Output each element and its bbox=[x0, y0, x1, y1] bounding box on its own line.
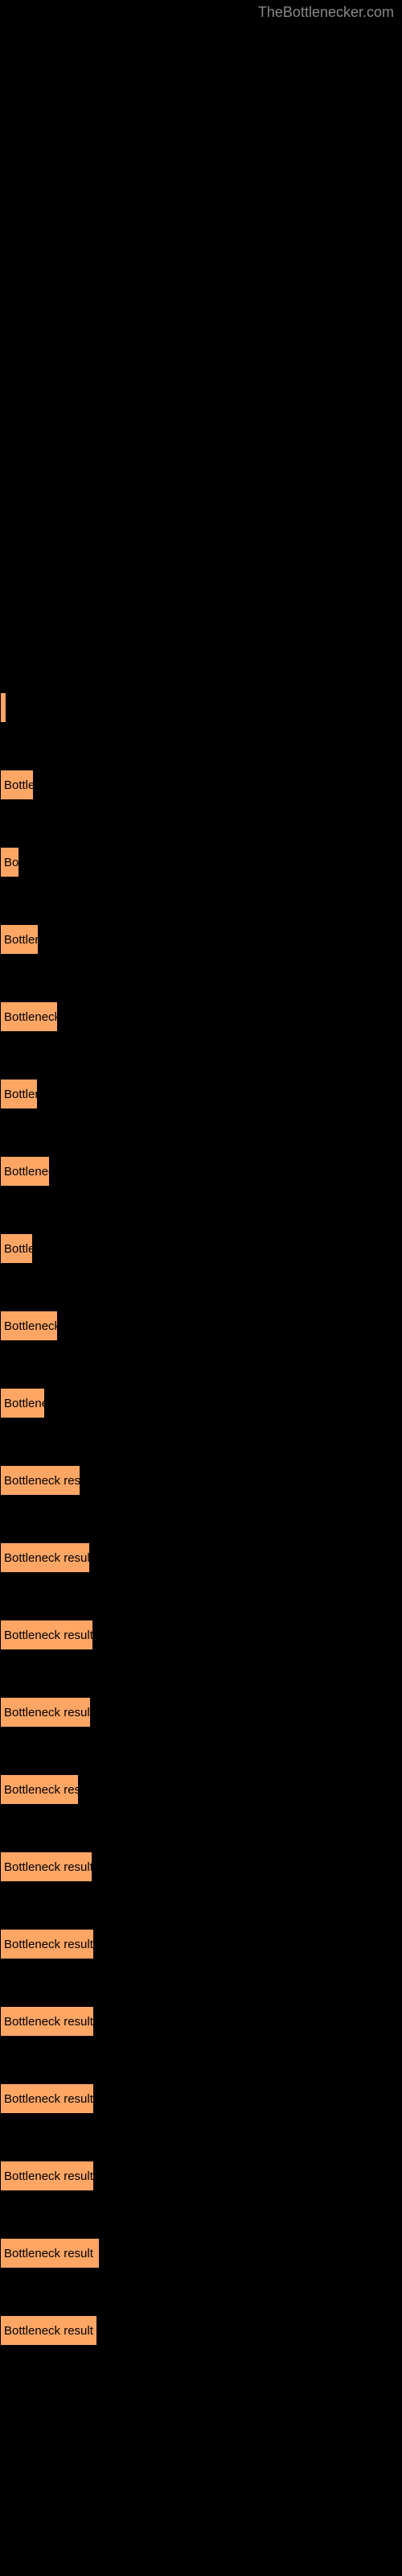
bar-row: Bottleneck result bbox=[0, 1929, 402, 1959]
bar-row: Bottle bbox=[0, 1233, 402, 1264]
bar: Bottleneck result bbox=[0, 2006, 94, 2037]
bar bbox=[0, 692, 6, 723]
bar-label: Bottleneck resu bbox=[4, 1474, 87, 1488]
bar-label: Bottleneck result bbox=[4, 2324, 93, 2338]
bar-row: Bottleneck bbox=[0, 1311, 402, 1341]
bar: Bottleneck resu bbox=[0, 1465, 80, 1496]
bar-row: Bottlene bbox=[0, 1388, 402, 1418]
bar-row: Bottleneck result bbox=[0, 2238, 402, 2268]
bar-row: Bottlen bbox=[0, 924, 402, 955]
bar-row: Bottleneck result bbox=[0, 1620, 402, 1650]
bar-label: Bottle bbox=[4, 1242, 35, 1256]
bar: Bottleneck result bbox=[0, 1542, 90, 1573]
bar-row: Bottleneck result bbox=[0, 1542, 402, 1573]
bar: Bottleneck result bbox=[0, 1620, 93, 1650]
bar-chart: Bottle Bo Bottlen Bottleneck Bottlen Bottlene… bbox=[0, 0, 402, 2346]
bar: Bottlen bbox=[0, 924, 39, 955]
bar: Bottleneck res bbox=[0, 1774, 79, 1805]
bar: Bottleneck result bbox=[0, 2083, 94, 2114]
bar-label: Bottleneck bbox=[4, 1319, 60, 1333]
bar: Bottlen bbox=[0, 1079, 38, 1109]
bar-row: Bottleneck result bbox=[0, 2083, 402, 2114]
bar-row: Bottleneck result bbox=[0, 1697, 402, 1728]
bar-row: Bo bbox=[0, 847, 402, 877]
bar-label: Bottleneck result bbox=[4, 2169, 93, 2183]
bar-label: Bottleneck result bbox=[4, 1706, 93, 1719]
bar-row: Bottleneck resu bbox=[0, 1465, 402, 1496]
watermark: TheBottlenecker.com bbox=[258, 4, 394, 21]
bar: Bottleneck result bbox=[0, 1852, 92, 1882]
bar: Bottlene bbox=[0, 1388, 45, 1418]
bar: Bottlenec bbox=[0, 1156, 50, 1187]
bar-row: Bottleneck result bbox=[0, 2161, 402, 2191]
bar-row: Bottleneck result bbox=[0, 2315, 402, 2346]
bar: Bottleneck result bbox=[0, 1697, 91, 1728]
bar-label: Bottleneck result bbox=[4, 2092, 93, 2106]
bar-row: Bottleneck result bbox=[0, 2006, 402, 2037]
bar-row: Bottlen bbox=[0, 1079, 402, 1109]
bar-label: Bottlen bbox=[4, 1088, 42, 1101]
bar-row: Bottle bbox=[0, 770, 402, 800]
bar-label: Bottleneck result bbox=[4, 1938, 93, 1951]
bar-label: Bottleneck result bbox=[4, 1860, 93, 1874]
bar-label: Bottlenec bbox=[4, 1165, 55, 1179]
bar-label: Bottleneck res bbox=[4, 1783, 80, 1797]
bar: Bottleneck bbox=[0, 1311, 58, 1341]
bar: Bottle bbox=[0, 1233, 33, 1264]
bar: Bottleneck result bbox=[0, 1929, 94, 1959]
bar-label: Bottleneck bbox=[4, 1010, 60, 1024]
bar-row bbox=[0, 692, 402, 723]
bar-label: Bottlene bbox=[4, 1397, 48, 1410]
bar-label: Bottleneck result bbox=[4, 1551, 93, 1565]
bar-row: Bottlenec bbox=[0, 1156, 402, 1187]
bar-row: Bottleneck result bbox=[0, 1852, 402, 1882]
bar-row: Bottleneck res bbox=[0, 1774, 402, 1805]
bar: Bottleneck result bbox=[0, 2161, 94, 2191]
bar: Bottleneck result bbox=[0, 2238, 100, 2268]
bar-label: Bottleneck result bbox=[4, 2015, 93, 2029]
bar-label: Bo bbox=[4, 856, 18, 869]
bar-label: Bottleneck result bbox=[4, 1629, 93, 1642]
bar-label: Bottlen bbox=[4, 933, 42, 947]
bar-label: Bottle bbox=[4, 778, 35, 792]
bar: Bottleneck result bbox=[0, 2315, 97, 2346]
bar: Bottle bbox=[0, 770, 34, 800]
bar-label: Bottleneck result bbox=[4, 2247, 93, 2260]
bar: Bottleneck bbox=[0, 1001, 58, 1032]
bar-row: Bottleneck bbox=[0, 1001, 402, 1032]
bar: Bo bbox=[0, 847, 19, 877]
